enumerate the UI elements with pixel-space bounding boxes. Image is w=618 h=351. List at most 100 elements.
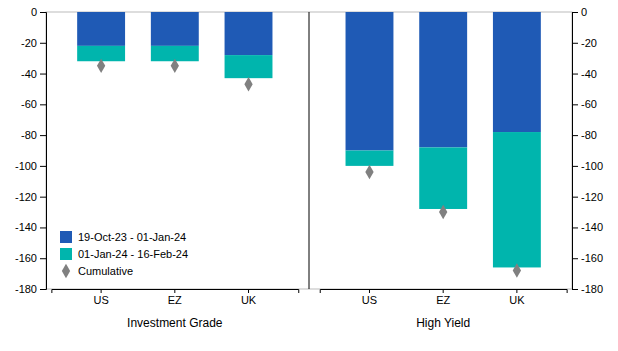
tick: -20 — [21, 37, 46, 49]
x-axis: US EZ UK — [52, 289, 299, 306]
tick-label: EZ — [436, 294, 450, 306]
tick-label: -80 — [21, 129, 37, 141]
tick-label: -180 — [581, 283, 603, 295]
marker — [439, 205, 447, 219]
tick-label: 0 — [581, 6, 587, 18]
tick-label: -40 — [21, 68, 37, 80]
tick: -180 — [15, 283, 46, 295]
tick-label: EZ — [168, 294, 182, 306]
tick-mark — [40, 43, 46, 44]
tick-label: -40 — [581, 68, 597, 80]
bar — [225, 55, 273, 78]
chart-svg: 0 -20 -40 -60 -80 -100 -120 -140 -160 -180 0 -20 -40… — [0, 0, 618, 351]
tick-mark — [40, 12, 46, 13]
tick-label: -60 — [21, 98, 37, 110]
tick: -60 — [572, 98, 597, 110]
tick-label: -160 — [581, 252, 603, 264]
tick-label: UK — [509, 294, 525, 306]
legend-item: 01-Jan-24 - 16-Feb-24 — [60, 248, 188, 260]
tick-label: -80 — [581, 129, 597, 141]
tick: -80 — [21, 129, 46, 141]
marker — [365, 165, 373, 179]
tick-mark — [572, 197, 578, 198]
tick-mark — [572, 74, 578, 75]
bar — [493, 132, 541, 267]
tick-mark — [40, 289, 46, 290]
tick: -160 — [572, 252, 603, 264]
tick: 0 — [572, 6, 587, 18]
tick: -100 — [15, 160, 46, 172]
tick: -40 — [572, 68, 597, 80]
x-axis: USEZUK — [320, 289, 567, 306]
tick-mark — [248, 289, 249, 293]
tick-mark — [572, 258, 578, 259]
legend-label: Cumulative — [78, 265, 133, 277]
tick-label: -20 — [21, 37, 37, 49]
group-label: Investment Grade — [127, 316, 223, 330]
tick-label: -20 — [581, 37, 597, 49]
tick: US — [93, 289, 108, 306]
legend-label: 19-Oct-23 - 01-Jan-24 — [78, 231, 186, 243]
tick-mark — [101, 289, 102, 293]
tick-label: -120 — [581, 191, 603, 203]
bar — [225, 12, 273, 55]
plot: 0 -20 -40 -60 -80 -100 -120 -140 -160 -180 0 -20 -40… — [15, 6, 603, 330]
tick-mark — [40, 197, 46, 198]
group-divider — [309, 12, 310, 289]
tick-label: -180 — [15, 283, 37, 295]
y-axis: 0 -20 -40 -60 -80 -100 -120 -140 -160 -180 — [15, 6, 47, 295]
tick-label: -120 — [15, 191, 37, 203]
bar — [419, 147, 467, 209]
tick-mark — [40, 258, 46, 259]
legend-label: 01-Jan-24 - 16-Feb-24 — [78, 248, 188, 260]
tick-label: -140 — [15, 221, 37, 233]
tick-label: -160 — [15, 252, 37, 264]
tick-label: 0 — [31, 6, 37, 18]
legend-swatch — [60, 231, 72, 243]
tick-mark — [40, 74, 46, 75]
legend-item: Cumulative — [62, 264, 133, 278]
tick: 0 — [31, 6, 46, 18]
tick: -180 — [572, 283, 603, 295]
axis-domain — [52, 290, 299, 294]
tick-mark — [40, 104, 46, 105]
tick-label: -100 — [15, 160, 37, 172]
tick-mark — [174, 289, 175, 293]
tick-mark — [40, 227, 46, 228]
group-label: High Yield — [416, 316, 470, 330]
tick: -120 — [15, 191, 46, 203]
tick-label: US — [93, 294, 108, 306]
bar — [419, 12, 467, 147]
y2-axis: 0 -20 -40 -60 -80 -100 -120 -140 -160 -180 — [572, 6, 603, 295]
tick: -140 — [15, 221, 46, 233]
marker — [244, 77, 252, 91]
tick-mark — [572, 135, 578, 136]
tick-mark — [572, 104, 578, 105]
tick-mark — [572, 289, 578, 290]
tick-label: UK — [241, 294, 257, 306]
tick-label: -60 — [581, 98, 597, 110]
marker — [171, 59, 179, 73]
legend: 19-Oct-23 - 01-Jan-24 01-Jan-24 - 16-Feb-… — [60, 231, 188, 278]
marker — [513, 263, 521, 277]
tick-mark — [40, 166, 46, 167]
tick: -100 — [572, 160, 603, 172]
tick: -60 — [21, 98, 46, 110]
bar — [493, 12, 541, 132]
tick-mark — [572, 12, 578, 13]
tick: -20 — [572, 37, 597, 49]
tick-mark — [443, 289, 444, 293]
tick: -160 — [15, 252, 46, 264]
tick: -40 — [21, 68, 46, 80]
bar — [151, 12, 199, 46]
axis-domain — [40, 13, 47, 290]
legend-swatch — [60, 248, 72, 260]
tick: EZ — [436, 289, 450, 306]
tick-mark — [369, 289, 370, 293]
tick-mark — [572, 227, 578, 228]
axis-domain — [320, 290, 567, 294]
tick: -140 — [572, 221, 603, 233]
tick-label: -100 — [581, 160, 603, 172]
tick: EZ — [168, 289, 182, 306]
legend-item: 19-Oct-23 - 01-Jan-24 — [60, 231, 186, 243]
